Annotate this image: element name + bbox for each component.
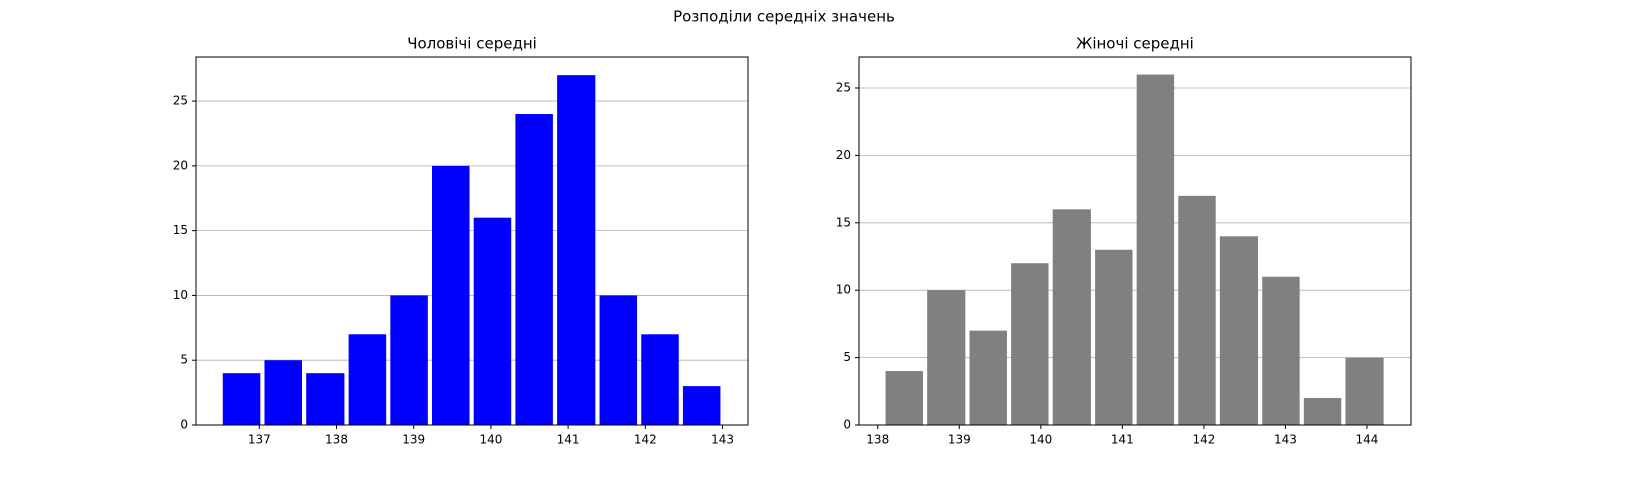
bar	[557, 75, 596, 426]
x-tick-label: 143	[1274, 433, 1297, 447]
bar	[1136, 74, 1175, 426]
figure-title: Розподіли середніх значень	[673, 8, 895, 26]
x-tick-label: 142	[1192, 433, 1215, 447]
bar	[264, 360, 302, 425]
x-tick-label: 140	[479, 433, 502, 447]
bar	[682, 386, 721, 425]
bar	[641, 334, 679, 425]
bar	[1052, 209, 1091, 425]
y-tick-label: 10	[836, 283, 851, 297]
axes-title: Жіночі середні	[1076, 35, 1194, 53]
bar	[1345, 357, 1384, 425]
y-tick-label: 15	[173, 223, 188, 237]
x-tick-label: 141	[1111, 433, 1134, 447]
bar	[390, 295, 428, 425]
bar	[1178, 195, 1216, 425]
bar	[927, 290, 966, 425]
bar	[515, 114, 553, 425]
y-tick-label: 0	[843, 418, 851, 432]
x-tick-label: 138	[866, 433, 889, 447]
y-tick-label: 15	[836, 215, 851, 229]
bar	[1219, 236, 1259, 425]
axes-frame	[858, 56, 1412, 426]
y-tick-label: 5	[180, 353, 188, 367]
bar	[969, 330, 1007, 425]
x-tick-label: 137	[248, 433, 271, 447]
axes-title: Чоловічі середні	[407, 35, 537, 53]
bar	[473, 217, 512, 425]
bar	[1095, 249, 1133, 425]
bar	[1011, 263, 1049, 425]
x-tick-label: 141	[557, 433, 580, 447]
y-tick-label: 5	[843, 350, 851, 364]
x-tick-label: 142	[634, 433, 657, 447]
x-tick-label: 143	[711, 433, 734, 447]
bar	[348, 334, 387, 425]
x-tick-label: 138	[325, 433, 348, 447]
x-tick-label: 139	[948, 433, 971, 447]
y-tick-label: 25	[173, 94, 188, 108]
bar	[1303, 398, 1342, 425]
x-tick-label: 144	[1356, 433, 1379, 447]
bar	[432, 165, 470, 425]
bar	[306, 373, 345, 425]
bar	[222, 373, 261, 425]
bar	[599, 295, 638, 425]
x-tick-label: 140	[1029, 433, 1052, 447]
x-tick-label: 139	[402, 433, 425, 447]
y-tick-label: 25	[836, 81, 851, 95]
y-tick-label: 20	[173, 158, 188, 172]
bar	[885, 371, 923, 425]
y-tick-label: 20	[836, 148, 851, 162]
bar	[1262, 276, 1300, 425]
y-tick-label: 0	[180, 418, 188, 432]
y-tick-label: 10	[173, 288, 188, 302]
axes-frame	[195, 56, 749, 426]
